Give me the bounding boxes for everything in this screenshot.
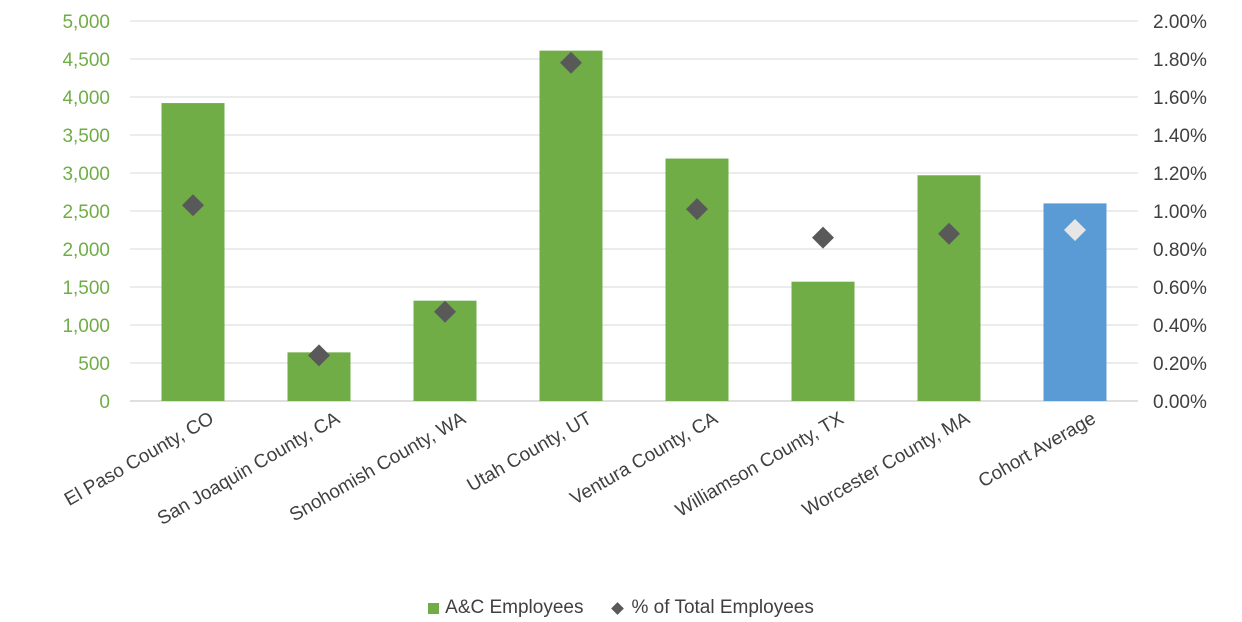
right-tick-label: 0.60% (1153, 278, 1207, 299)
right-axis-ticks: 0.00% 0.20% 0.40% 0.60% 0.80% 1.00% 1.20% 1.40%… (1153, 12, 1207, 413)
gridlines (130, 20, 1138, 402)
left-tick-label: 2,000 (62, 240, 110, 261)
right-tick-label: 1.60% (1153, 88, 1207, 109)
left-tick-label: 500 (78, 354, 110, 375)
left-tick-label: 2,500 (62, 202, 110, 223)
right-tick-label: 0.40% (1153, 316, 1207, 337)
diamond-marker (182, 194, 204, 217)
diamond-marker (560, 51, 582, 74)
left-tick-label: 4,000 (62, 88, 110, 109)
bar (791, 281, 855, 401)
category-label: Cohort Average (975, 408, 1100, 492)
bar (539, 50, 603, 401)
diamond-marker (308, 344, 330, 367)
legend: A&C Employees % of Total Employees (0, 596, 1242, 620)
diamond-marker (938, 222, 960, 245)
left-tick-label: 1,500 (62, 278, 110, 299)
left-tick-label: 5,000 (62, 12, 110, 33)
legend-label-bars: A&C Employees (445, 597, 584, 618)
right-tick-label: 1.20% (1153, 164, 1207, 185)
diamond-marker (434, 300, 456, 323)
left-tick-label: 3,000 (62, 164, 110, 185)
legend-item-bars: A&C Employees (428, 597, 583, 619)
left-axis-ticks: 0 500 1,000 1,500 2,000 2,500 3,000 3,500 4,000 4… (62, 12, 110, 413)
diamond-marker (812, 226, 834, 249)
bar-series (161, 50, 1107, 401)
legend-bar-swatch (428, 602, 440, 614)
right-tick-label: 0.80% (1153, 240, 1207, 261)
left-tick-label: 0 (99, 392, 110, 413)
category-label: Utah County, UT (464, 408, 596, 496)
bar (161, 103, 225, 401)
left-tick-label: 3,500 (62, 126, 110, 147)
diamond-series (182, 51, 1086, 367)
legend-diamond-swatch (611, 601, 625, 615)
right-tick-label: 2.00% (1153, 12, 1207, 33)
legend-item-diamonds: % of Total Employees (611, 597, 814, 619)
right-tick-label: 1.40% (1153, 126, 1207, 147)
right-tick-label: 1.00% (1153, 202, 1207, 223)
diamond-marker (1064, 219, 1086, 241)
left-tick-label: 1,000 (62, 316, 110, 337)
right-tick-label: 1.80% (1153, 50, 1207, 71)
chart: 0 500 1,000 1,500 2,000 2,500 3,000 3,500 4,000 4… (61, 12, 1207, 530)
bar (917, 175, 981, 401)
right-tick-label: 0.00% (1153, 392, 1207, 413)
bar (665, 158, 729, 401)
legend-label-diamonds: % of Total Employees (631, 597, 814, 618)
left-tick-label: 4,500 (62, 50, 110, 71)
right-tick-label: 0.20% (1153, 354, 1207, 375)
diamond-marker (686, 198, 708, 221)
